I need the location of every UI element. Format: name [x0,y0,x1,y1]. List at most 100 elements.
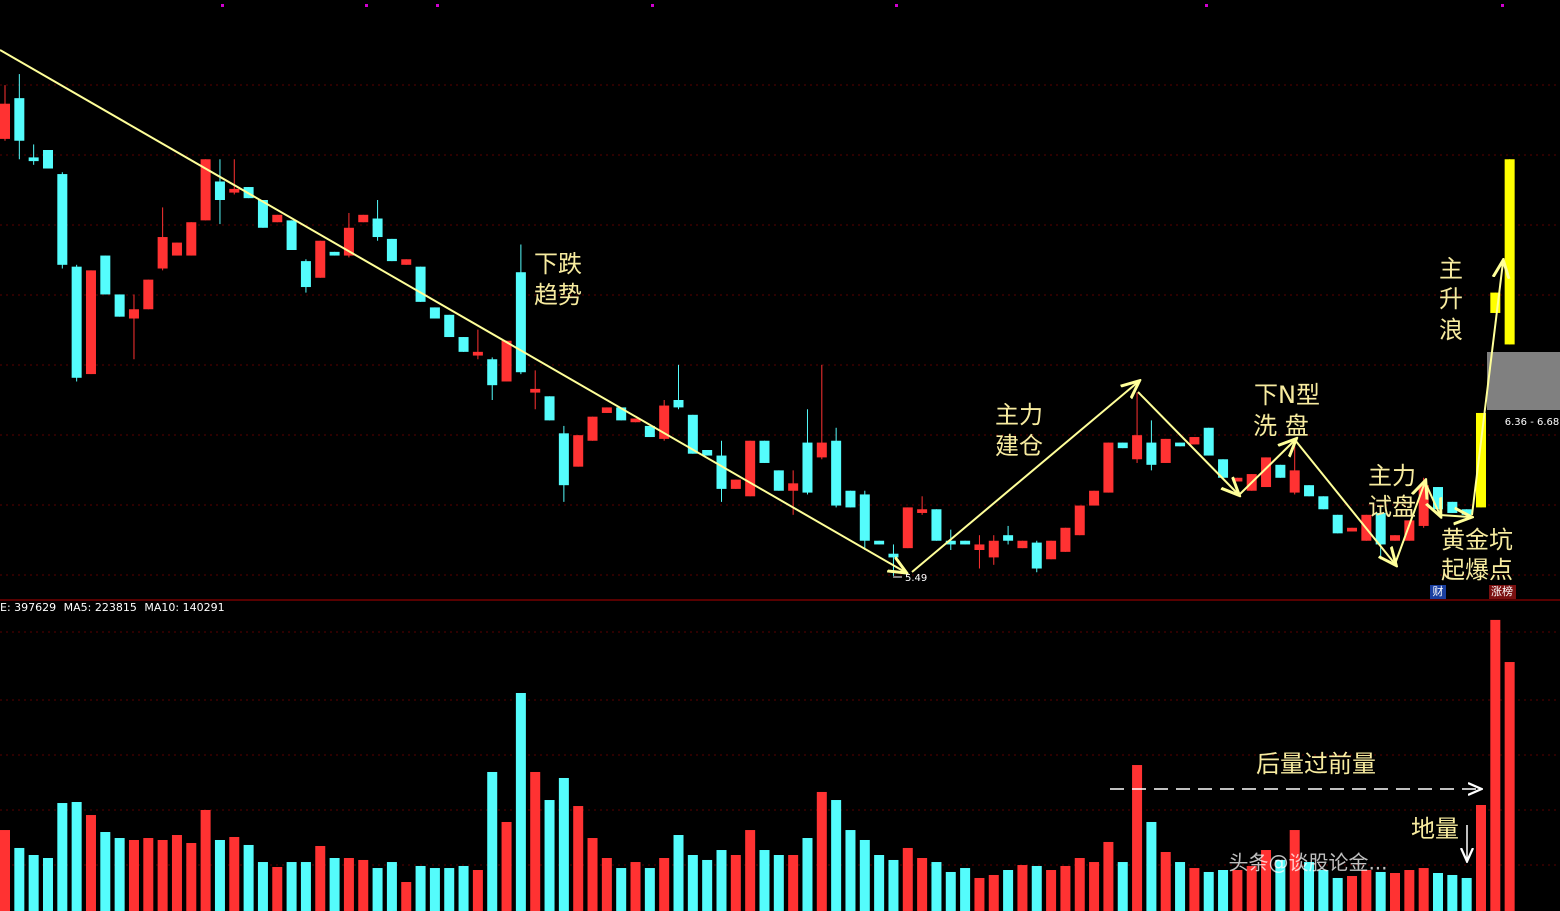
legend-value: 140291 [183,601,225,614]
volume-bar [1117,862,1128,911]
volume-bar [28,854,39,911]
volume-bar [1175,862,1186,911]
volume-legend: E: 397629 MA5: 223815 MA10: 140291 [0,601,225,614]
volume-bar [802,838,813,911]
volume-bar [1046,870,1057,911]
volume-bar [214,839,225,911]
candle-body [1433,487,1443,510]
candle-body [859,494,870,541]
annotation: 起爆点 [1441,556,1513,584]
candle-body [1046,540,1057,560]
annotation: 趋势 [534,281,582,309]
candle-body [1218,459,1229,478]
candle-body [386,238,397,262]
candle-body [730,479,741,489]
volume-bar [1404,870,1415,911]
volume-bar [372,868,383,911]
candle-body [1418,485,1429,526]
candle-body [917,509,928,513]
candle-body [372,218,383,238]
candle-body [530,388,541,393]
candle-body [444,314,455,338]
volume-bar [286,862,297,911]
candle-body [558,433,569,486]
candle-body [143,279,154,310]
candle-body [515,272,526,373]
tag-box [1489,585,1516,599]
candle-body [659,405,670,439]
volume-bar [386,862,397,911]
candle-body [974,544,985,550]
candle-body [1504,159,1515,345]
candle-body [200,159,211,221]
volume-bar [544,800,555,911]
candle-body [128,309,139,319]
candle-body [816,442,827,458]
candle-body [1146,442,1157,465]
volume-bar [444,868,455,911]
volume-bar [945,871,956,911]
volume-bar [272,867,283,911]
candle-body [1117,442,1128,449]
volume-bar [1318,870,1329,911]
candle-body [745,440,756,497]
volume-bar [1490,619,1501,911]
candle-body [1289,470,1300,493]
candle-body [1390,535,1401,541]
candle-body [988,540,999,558]
volume-bar [85,815,96,911]
candle-body [458,337,469,352]
candle-body [429,307,440,319]
candle-body [773,470,784,491]
candle-body [272,214,283,223]
volume-bar [1433,873,1443,911]
candle-body [315,240,326,278]
volume-bar [974,877,985,911]
annotation: 试盘 [1368,493,1416,521]
volume-bar [515,692,526,911]
candle-body [1490,292,1501,313]
watermark: 头条@谈股论金... [1228,851,1387,875]
volume-bar [917,857,928,911]
volume-bar [759,850,770,911]
volume-bar [243,844,254,911]
range-box [1487,352,1560,410]
candle-body [716,455,727,489]
annotation: 升 [1439,285,1463,313]
candle-body [687,414,698,454]
date-markers [221,4,1504,7]
candle-body [587,416,598,441]
annotation: 下N型 [1254,381,1320,409]
volume-bar [1461,877,1472,911]
candle-body [630,418,641,423]
candle-body [1175,442,1186,447]
candle-body [358,214,369,223]
tag: 财 [1433,584,1444,598]
candle-body [931,509,942,541]
candle-body [902,507,913,549]
volume-bar [257,862,268,911]
candle-body [1017,540,1028,549]
volume-bar [186,842,197,911]
volume-bar [573,806,584,911]
volume-bar [1447,874,1458,911]
volume-bar [1003,870,1014,911]
candle-body [788,483,799,491]
volume-bar [343,857,354,911]
volume-bar [0,830,10,911]
candle-body [802,442,813,493]
volume-bar [587,838,598,911]
volume-bar [530,771,541,911]
candle-body [1461,509,1472,515]
volume-bar [1146,821,1157,911]
candle-body [14,98,25,141]
candle-body [1447,501,1458,513]
annotation: 洗 盘 [1253,412,1309,440]
candle-body [1375,512,1386,545]
candle-body [1160,438,1171,463]
candle-body [300,261,311,288]
volume-bar [1275,859,1286,911]
volume-bar [988,874,999,911]
candle-body [1404,520,1415,541]
